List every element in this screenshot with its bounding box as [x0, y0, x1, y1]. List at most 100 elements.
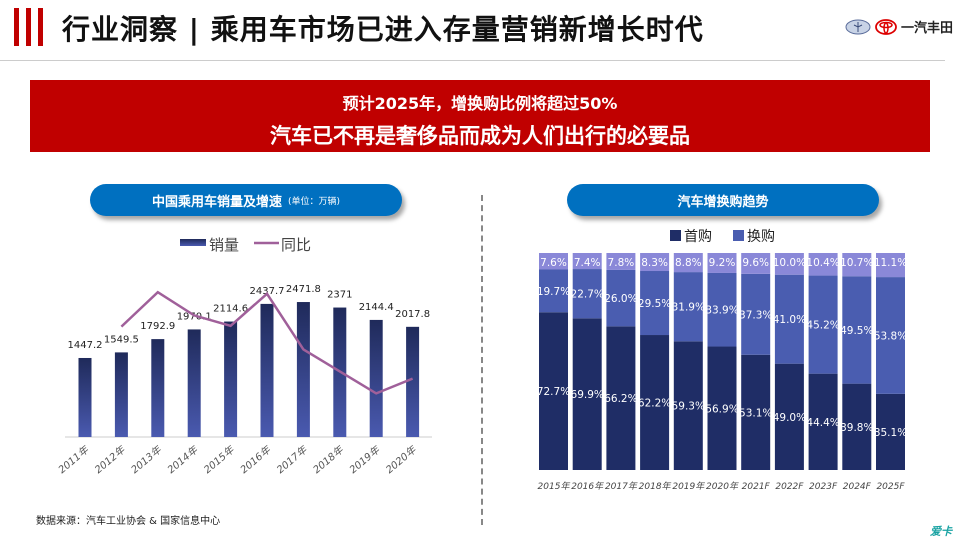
segment-label: 69.9%: [571, 389, 604, 401]
stack-segment: [876, 393, 905, 470]
legend-label-sales: 销量: [209, 236, 239, 254]
legend-label-replace: 换购: [747, 228, 775, 245]
stack-segment: [673, 272, 703, 342]
brand-logo: 一汽丰田: [845, 17, 953, 36]
x-tick-label: 2020年: [384, 443, 420, 476]
x-tick-label: 2014年: [165, 443, 201, 476]
sales-data-label: 1970.1: [177, 311, 212, 322]
stack-segment: [539, 269, 568, 313]
segment-label: 39.8%: [840, 422, 873, 434]
sales-bar: [187, 329, 201, 437]
stack-segment: [876, 253, 905, 278]
stack-segment: [876, 277, 905, 394]
page-title: 行业洞察 | 乘用车市场已进入存量营销新增长时代: [62, 13, 704, 46]
segment-label: 49.5%: [840, 325, 873, 337]
stack-segment: [640, 271, 670, 336]
segment-label: 7.6%: [540, 257, 567, 269]
sales-data-label: 1792.9: [140, 321, 175, 332]
segment-label: 53.1%: [739, 407, 772, 419]
x-tick-label: 2021F: [742, 482, 771, 492]
x-tick-label: 2015年: [202, 443, 238, 476]
segment-label: 19.7%: [537, 286, 570, 298]
unit-label: (单位：万辆): [287, 196, 341, 207]
sales-data-label: 2017.8: [395, 309, 430, 320]
stack-segment: [673, 253, 703, 273]
sales-bar: [296, 302, 310, 437]
stack-segment: [673, 341, 703, 470]
stack-segment: [808, 275, 838, 374]
segment-label: 9.6%: [742, 257, 769, 269]
x-tick-label: 2016年: [571, 481, 604, 492]
left-title-text: 中国乘用车销量及增速: [151, 194, 282, 210]
sales-bar: [114, 352, 128, 437]
segment-label: 44.4%: [806, 417, 839, 429]
sales-data-label: 2144.4: [359, 302, 394, 313]
segment-label: 26.0%: [604, 293, 637, 305]
legend-label-yoy: 同比: [281, 236, 311, 254]
x-tick-label: 2018年: [639, 481, 672, 492]
segment-label: 49.0%: [773, 412, 806, 424]
stack-segment: [741, 354, 771, 470]
sales-data-label: 2437.7: [250, 286, 285, 297]
x-tick-label: 2015年: [538, 481, 571, 492]
yoy-line: [120, 290, 414, 395]
sales-bar: [151, 339, 165, 437]
logo-text: 一汽丰田: [901, 21, 954, 36]
stack-segment: [741, 273, 771, 355]
segment-label: 11.1%: [874, 257, 907, 269]
segment-label: 62.2%: [638, 398, 671, 410]
stack-segment: [774, 253, 804, 275]
stack-segment: [572, 318, 602, 470]
stack-segment: [539, 312, 568, 470]
x-tick-label: 2016年: [238, 443, 274, 476]
right-title-text: 汽车增换购趋势: [677, 194, 769, 210]
x-tick-label: 2023F: [809, 482, 838, 492]
legend-swatch-sales: [180, 239, 206, 246]
stack-segment: [606, 269, 636, 327]
segment-label: 29.5%: [638, 298, 671, 310]
banner-line-2: 汽车已不再是奢侈品而成为人们出行的必要品: [270, 124, 690, 148]
segment-label: 7.4%: [574, 257, 601, 269]
stack-segment: [707, 253, 737, 273]
header-divider: [0, 60, 945, 61]
stack-segment: [741, 253, 771, 274]
stack-segment: [808, 253, 838, 276]
left-panel-title: 中国乘用车销量及增速 (单位：万辆): [90, 184, 402, 216]
x-tick-label: 2019年: [672, 481, 705, 492]
stack-segment: [774, 363, 804, 470]
segment-label: 10.4%: [806, 257, 839, 269]
segment-label: 72.7%: [537, 386, 570, 398]
toyota-logo-icon: [875, 18, 897, 35]
segment-label: 31.9%: [672, 302, 705, 314]
stack-segment: [572, 269, 602, 319]
stack-segment: [808, 373, 838, 470]
legend-swatch-first: [670, 230, 681, 241]
stack-segment: [774, 274, 804, 364]
x-tick-label: 2019年: [347, 443, 383, 476]
x-tick-label: 2024F: [843, 482, 872, 492]
segment-label: 45.2%: [806, 320, 839, 332]
stack-segment: [640, 253, 670, 272]
segment-label: 33.9%: [705, 305, 738, 317]
x-tick-label: 2017年: [605, 481, 638, 492]
stack-segment: [640, 335, 670, 470]
x-tick-label: 2020年: [706, 481, 739, 492]
stack-segment: [606, 326, 636, 470]
segment-label: 53.8%: [874, 330, 907, 342]
x-tick-label: 2022F: [775, 482, 804, 492]
panel-divider: [481, 195, 483, 525]
stack-segment: [606, 253, 636, 270]
sales-data-label: 1447.2: [68, 340, 103, 351]
stack-segment: [842, 383, 872, 470]
x-tick-label: 2013年: [129, 443, 165, 476]
segment-label: 10.7%: [840, 257, 873, 269]
segment-label: 35.1%: [874, 427, 907, 439]
x-tick-label: 2018年: [311, 443, 347, 476]
segment-label: 7.8%: [608, 257, 635, 269]
segment-label: 22.7%: [571, 289, 604, 301]
segment-label: 9.2%: [709, 257, 736, 269]
right-panel-title: 汽车增换购趋势: [567, 184, 879, 216]
data-source: 数据来源：汽车工业协会 & 国家信息中心: [36, 516, 221, 527]
x-tick-label: 2025F: [876, 482, 905, 492]
